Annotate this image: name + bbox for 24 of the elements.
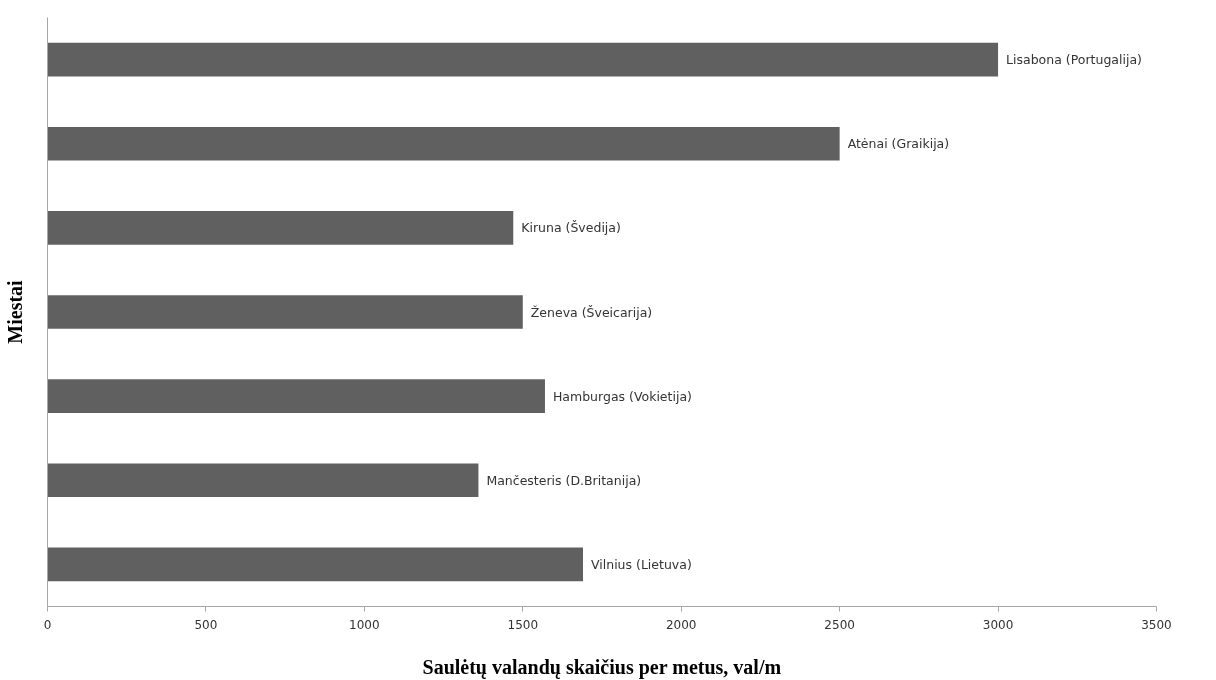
y-tick-label: Kiruna (Švedija) bbox=[521, 220, 621, 236]
x-axis-title: Saulėtų valandų skaičius per metus, val/m bbox=[422, 655, 782, 679]
y-tick-label: Hamburgas (Vokietija) bbox=[552, 388, 692, 404]
y-tick-label: Lisabona (Portugalija) bbox=[1006, 52, 1142, 68]
x-tick-label: 1000 bbox=[349, 617, 380, 632]
bar bbox=[47, 42, 999, 77]
x-tick-label: 3000 bbox=[982, 617, 1014, 632]
y-tick-label: Vilnius (Lietuva) bbox=[590, 556, 692, 572]
x-tick-label: 2000 bbox=[665, 617, 697, 632]
bar bbox=[47, 547, 583, 582]
x-tick-label: 0 bbox=[43, 617, 52, 632]
y-tick-label: Mančesteris (D.Britanija) bbox=[486, 472, 642, 488]
y-tick-label: Ženeva (Šveicarija) bbox=[530, 304, 653, 320]
x-tick-label: 500 bbox=[194, 617, 218, 632]
bar bbox=[47, 379, 545, 413]
bar bbox=[47, 126, 840, 161]
x-tick-label: 3500 bbox=[1141, 617, 1172, 632]
y-tick-label: Atėnai (Graikija) bbox=[847, 136, 950, 152]
bar bbox=[47, 463, 479, 498]
x-tick-label: 2500 bbox=[824, 617, 855, 632]
x-tick-label: 1500 bbox=[507, 617, 539, 632]
y-axis-title: Miestai bbox=[3, 279, 26, 344]
bar bbox=[47, 211, 514, 245]
bar bbox=[47, 295, 523, 329]
